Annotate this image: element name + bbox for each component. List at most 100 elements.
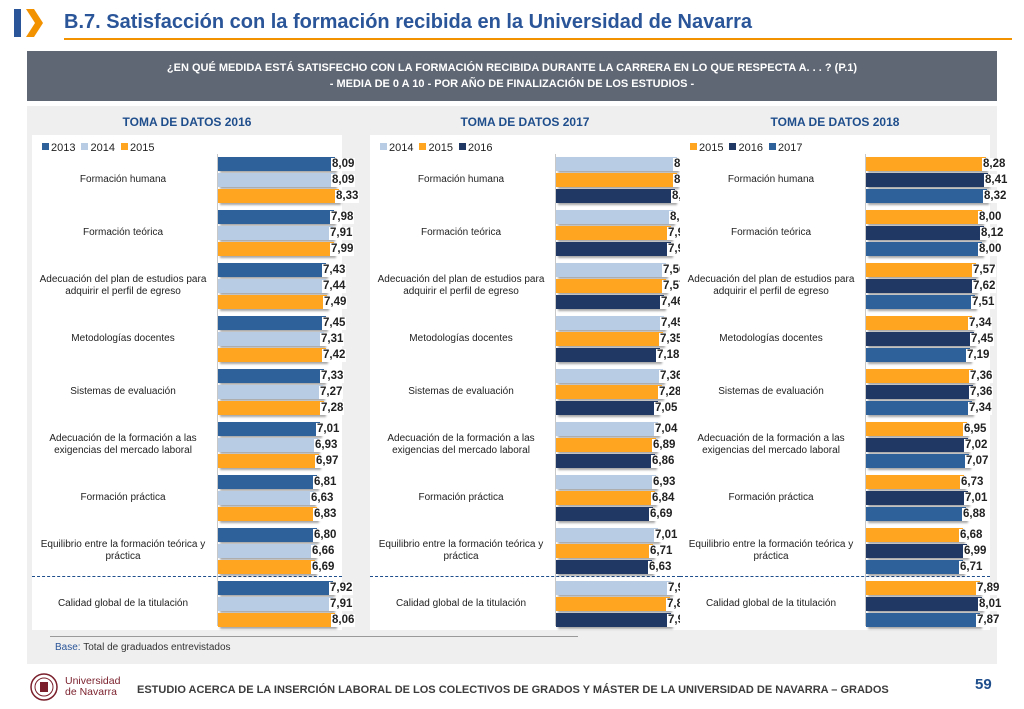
data-label: 6,95: [963, 423, 988, 436]
category-label: Adecuación de la formación a las exigenc…: [49, 433, 197, 456]
bar: [556, 475, 656, 489]
category-label: Formación humana: [417, 174, 505, 185]
data-label: 6,63: [310, 492, 335, 505]
data-label: 6,63: [648, 561, 673, 574]
logo-wordmark: Universidad de Navarra: [65, 676, 120, 698]
data-label: 6,97: [315, 455, 340, 468]
data-label: 7,45: [322, 317, 347, 330]
category-label: Adecuación del plan de estudios para adq…: [377, 274, 545, 297]
data-label: 6,73: [960, 476, 985, 489]
category-label: Equilibrio entre la formación teórica y …: [688, 539, 854, 562]
footer-text: ESTUDIO ACERCA DE LA INSERCIÓN LABORAL D…: [137, 684, 889, 696]
data-label: 7,05: [654, 402, 679, 415]
data-label: 7,07: [965, 455, 990, 468]
data-label: 8,32: [983, 190, 1008, 203]
data-label: 7,34: [968, 402, 993, 415]
data-label: 6,93: [314, 439, 339, 452]
separator-line: [680, 576, 990, 577]
bar: [556, 401, 658, 415]
data-label: 6,69: [649, 508, 674, 521]
chart-legend: 2014 2015 2016: [380, 142, 498, 154]
bar: [866, 295, 975, 309]
data-label: 7,98: [330, 211, 355, 224]
legend-swatch: [690, 143, 697, 150]
legend-label: 2015: [699, 142, 724, 154]
data-label: 7,91: [329, 598, 354, 611]
legend-label: 2016: [738, 142, 763, 154]
category-label: Sistemas de evaluación: [718, 386, 824, 397]
base-label: Base:: [55, 642, 81, 653]
bar: [866, 597, 982, 611]
data-label: 6,99: [963, 545, 988, 558]
data-label: 7,45: [970, 333, 995, 346]
data-label: 6,71: [649, 545, 674, 558]
bar: [218, 581, 333, 595]
legend-label: 2014: [389, 142, 414, 154]
legend-swatch: [120, 143, 128, 150]
bar: [218, 226, 333, 240]
category-label: Sistemas de evaluación: [408, 386, 514, 397]
bar: [556, 544, 653, 558]
bar: [866, 316, 972, 330]
data-label: 7,28: [320, 402, 345, 415]
bar: [866, 332, 974, 346]
bar: [218, 422, 320, 436]
category-axis: [555, 154, 556, 626]
separator-line: [32, 576, 342, 577]
bar: [556, 438, 656, 452]
data-label: 7,51: [971, 296, 996, 309]
category-label: Formación práctica: [80, 492, 166, 503]
category-label: Formación práctica: [418, 492, 504, 503]
data-label: 7,45: [660, 317, 685, 330]
bar: [866, 544, 967, 558]
bar: [556, 491, 655, 505]
data-label: 7,19: [966, 349, 991, 362]
category-label: Calidad global de la titulación: [57, 598, 189, 609]
bar: [218, 316, 326, 330]
data-label: 8,33: [335, 190, 360, 203]
bar: [866, 226, 984, 240]
bar: [218, 157, 335, 171]
bar: [556, 385, 662, 399]
bar: [556, 369, 663, 383]
chart-title: TOMA DE DATOS 2017: [460, 115, 590, 129]
chart-title: TOMA DE DATOS 2016: [122, 115, 252, 129]
chart-legend: 2015 2016 2017: [690, 142, 808, 154]
legend-label: 2016: [467, 142, 493, 154]
bar: [556, 295, 664, 309]
data-label: 8,41: [984, 174, 1009, 187]
bar: [218, 613, 335, 627]
base-text: Total de graduados entrevistados: [83, 642, 231, 653]
category-label: Adecuación de la formación a las exigenc…: [387, 433, 535, 456]
data-label: 7,27: [319, 386, 344, 399]
chart-title: TOMA DE DATOS 2018: [770, 115, 900, 129]
legend-item: 2016: [729, 142, 763, 154]
bar: [866, 438, 968, 452]
data-label: 7,01: [654, 529, 679, 542]
bar: [556, 560, 652, 574]
bar: [218, 597, 333, 611]
legend-swatch: [42, 143, 49, 150]
data-label: 8,00: [978, 243, 1003, 256]
bar: [866, 189, 987, 203]
data-label: 6,83: [313, 508, 338, 521]
chart-panel: 2013 2014 2015 Formación humana 8,09 8,09 8,33…: [32, 135, 360, 630]
bar: [866, 279, 976, 293]
data-label: 7,43: [322, 264, 347, 277]
legend-swatch: [768, 143, 776, 150]
base-divider: [50, 636, 578, 637]
logo-line-2: de Navarra: [65, 686, 117, 698]
data-label: 7,87: [976, 614, 1001, 627]
data-label: 7,99: [330, 243, 355, 256]
legend-label: 2015: [428, 142, 453, 154]
bar: [218, 210, 334, 224]
category-label: Adecuación de la formación a las exigenc…: [697, 433, 845, 456]
data-label: 7,46: [660, 296, 685, 309]
category-label: Formación humana: [727, 174, 815, 185]
legend-swatch: [380, 143, 387, 150]
data-label: 7,28: [658, 386, 683, 399]
data-label: 6,93: [652, 476, 677, 489]
bar: [866, 528, 963, 542]
legend-item: 2016: [458, 142, 493, 154]
bar: [218, 332, 324, 346]
